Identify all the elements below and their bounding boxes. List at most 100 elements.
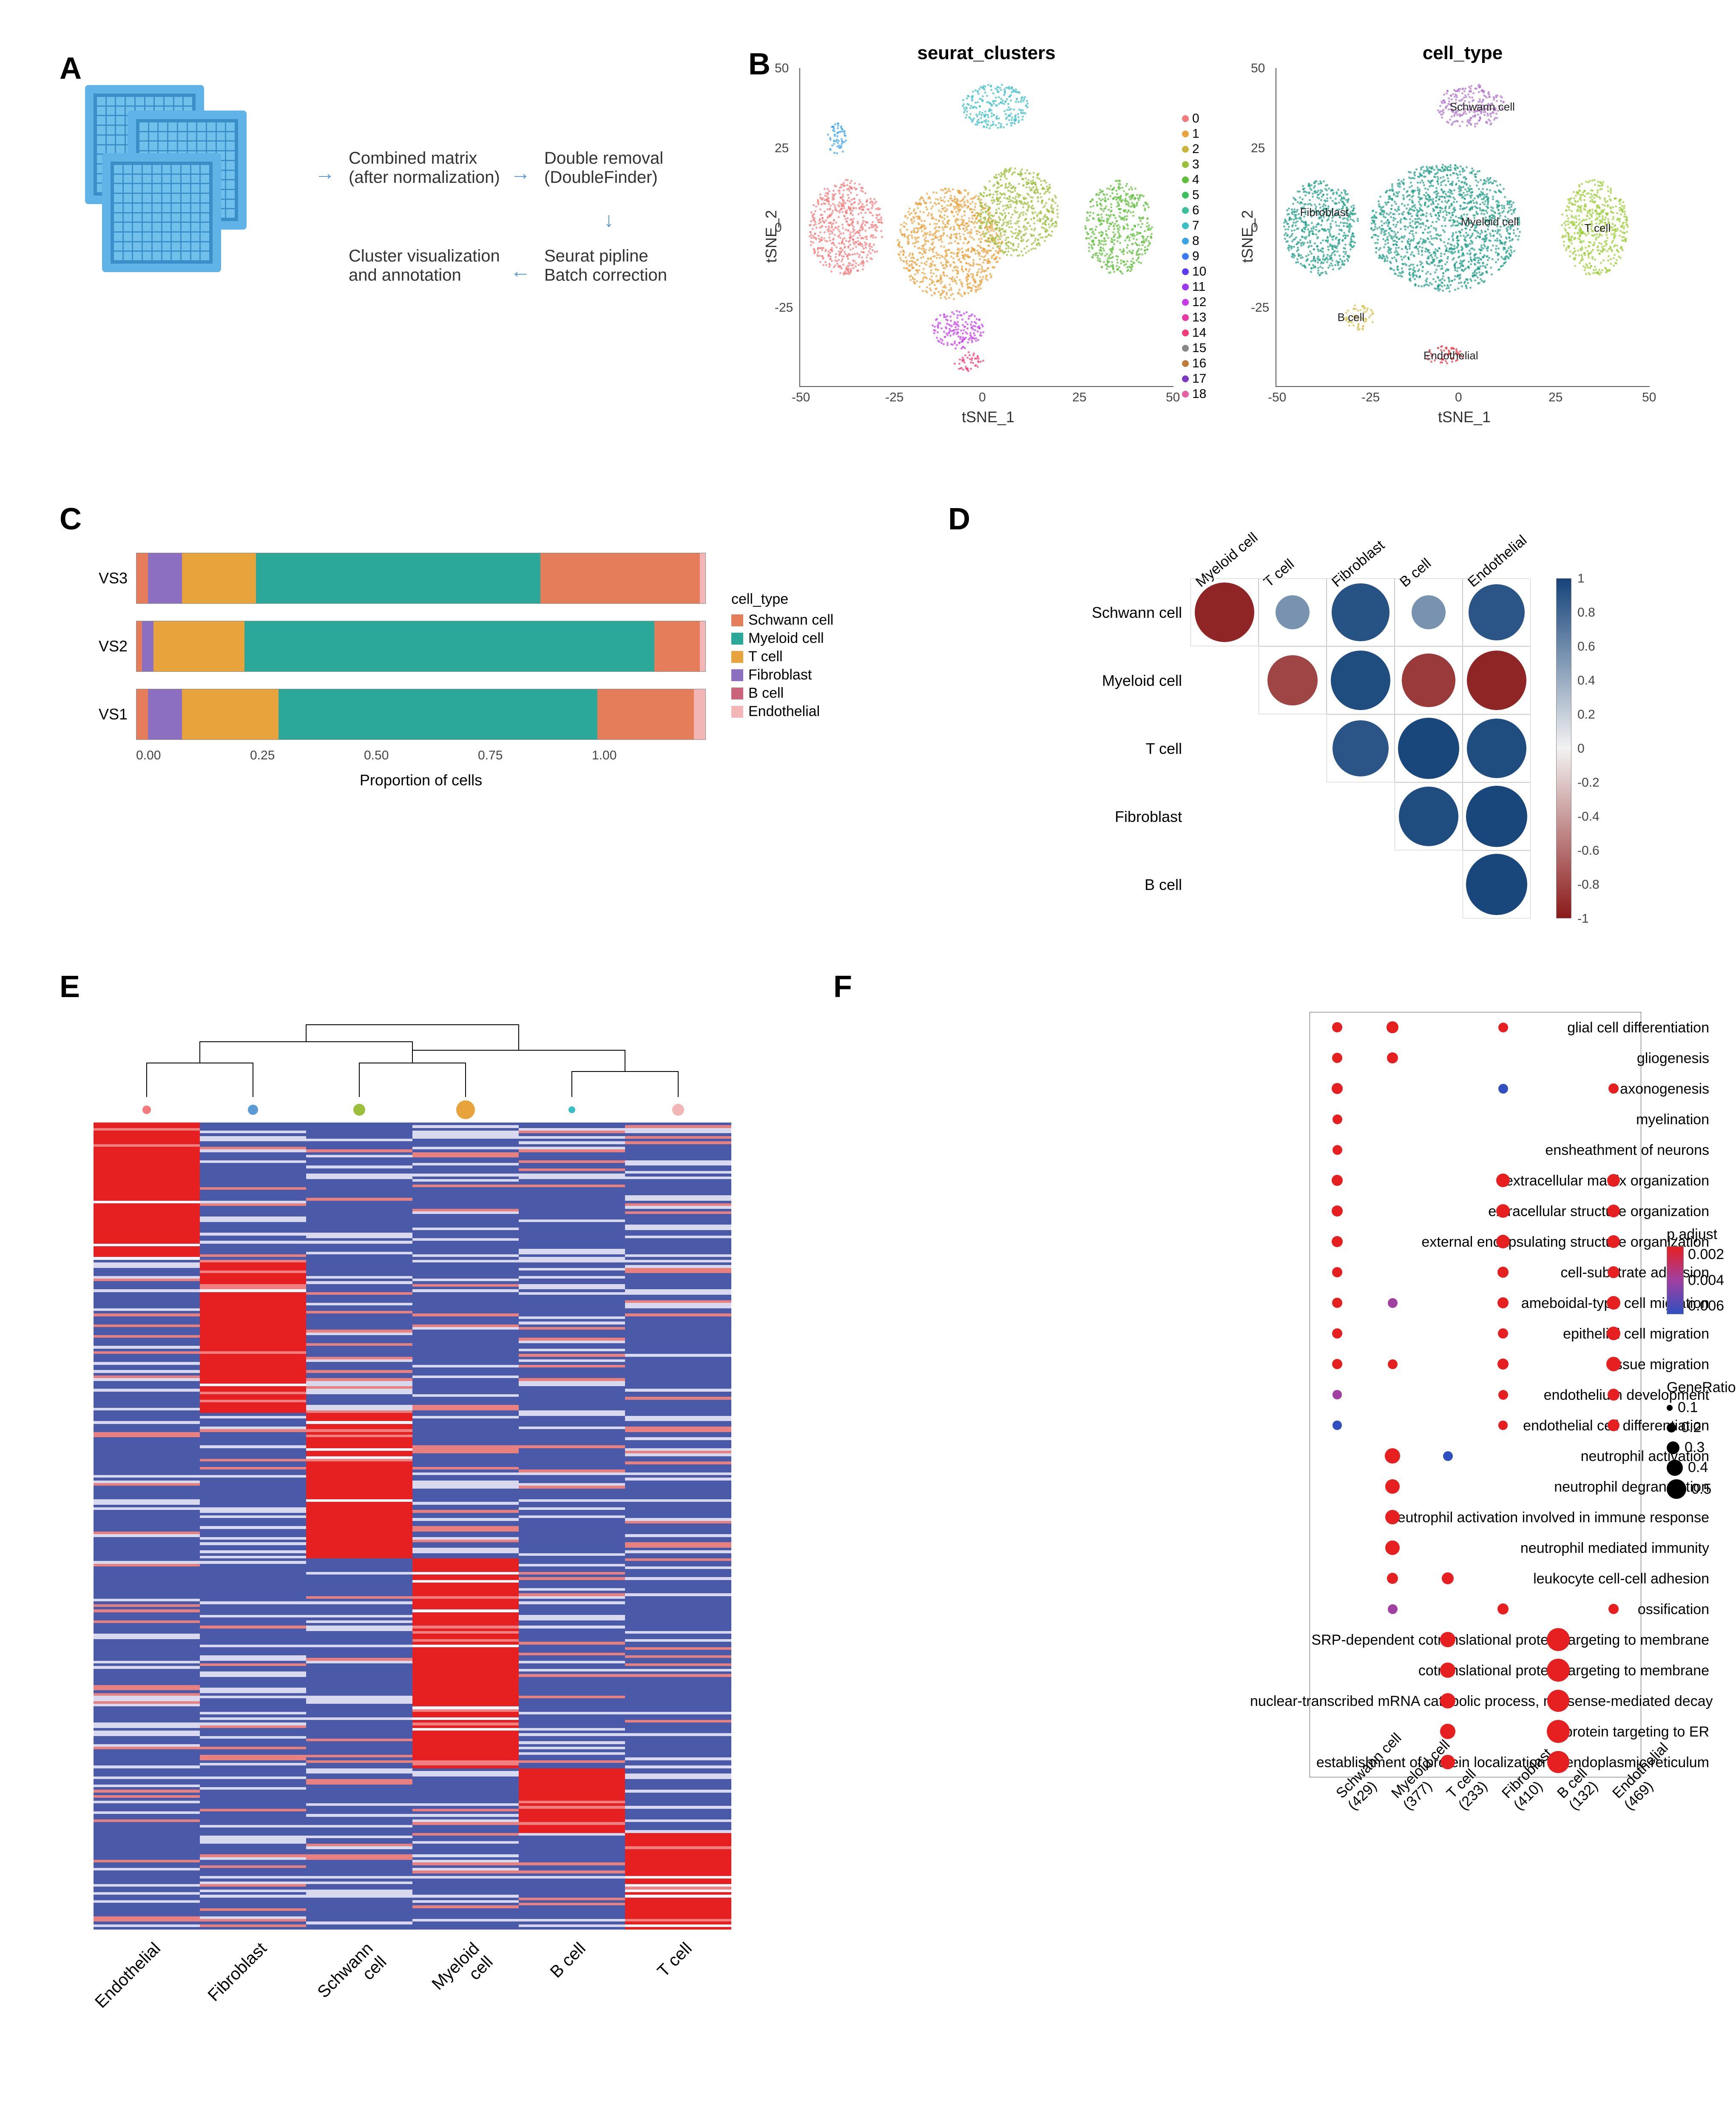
corr-circle-icon [1332,583,1389,641]
heatmap-column [625,1123,731,1930]
cluster-dot-icon [456,1100,475,1119]
corr-cell [1395,578,1463,646]
gradient-bar-icon [1667,1246,1684,1314]
legend-dot-icon [1182,238,1189,244]
dotplot-dot [1387,1021,1398,1033]
legend-item: Fibroblast [731,667,833,683]
corr-cell [1190,714,1259,782]
dotplot-dot [1388,1359,1398,1369]
legend-item: Schwann cell [731,612,833,628]
legend-dot-icon [1182,284,1189,290]
legend-item: 14 [1182,326,1206,340]
corr-cell [1190,782,1259,850]
corr-circle-icon [1267,655,1318,705]
dotplot-row-label: SRP-dependent cotranslational protein ta… [1250,1632,1709,1649]
flow-step-4: Seurat pipline Batch correction [544,247,667,285]
stacked-bar [136,689,706,740]
tsne-scatter-area: -50-2502550-2502550tSNE_1tSNE_2 [799,68,1173,387]
corr-cell [1463,714,1531,782]
corr-cell [1395,714,1463,782]
dotplot-row-label: endothelium development [1250,1387,1709,1404]
heatmap-column [412,1123,519,1930]
legend-item: B cell [731,685,833,702]
figure: A → Combined matrix (after normalization… [0,0,1736,2126]
legend-item: 2 [1182,142,1206,156]
dotplot-dot [1385,1540,1400,1555]
legend-label: T cell [748,648,783,665]
panel-b-label: B [748,47,770,82]
size-legend-label: 0.4 [1688,1459,1708,1476]
dotplot-row-label: neutrophil activation [1250,1448,1709,1465]
size-legend-label: 0.1 [1678,1399,1698,1416]
tsne-xlabel: tSNE_1 [1438,408,1491,426]
legend-item: 8 [1182,234,1206,248]
legend-label: 2 [1192,142,1199,156]
dotplot-row-label: extracellular matrix organization [1250,1173,1709,1189]
heatmap-column [94,1123,200,1930]
dotplot-dot [1547,1720,1570,1743]
sample-label: VS1 [85,705,136,723]
dotplot-dot [1547,1690,1569,1712]
x-tick: 0.50 [364,748,478,763]
dotplot-dot [1498,1023,1508,1032]
dotplot-row-label: external encapsulating structure organiz… [1250,1234,1709,1251]
size-legend-item: 0.2 [1667,1419,1736,1436]
size-legend-item: 0.5 [1667,1479,1736,1499]
legend-label: 8 [1192,234,1199,248]
legend-label: 13 [1192,310,1206,325]
bar-segment [700,553,705,603]
legend-dot-icon [1182,391,1189,398]
bar-segment [148,689,182,739]
dotplot-row-label: tissue migration [1250,1356,1709,1373]
heatmap-column-label: B cell [547,1939,590,1982]
cluster-dot-icon [672,1104,684,1116]
legend-title: p.adjust [1667,1226,1724,1243]
corr-circle-icon [1467,651,1526,710]
corr-circle-icon [1331,651,1390,710]
legend-label: 9 [1192,249,1199,264]
panel-f-label: F [833,969,852,1004]
legend-tick: 0.004 [1688,1272,1724,1289]
tsne-annotation: Fibroblast [1300,206,1349,219]
dotplot-row-label: cotranslational protein targeting to mem… [1250,1663,1709,1679]
tsne-annotation: Myeloid cell [1461,215,1519,228]
corr-cell [1463,850,1531,918]
dotplot-dot [1496,1235,1510,1248]
dotplot-row-label: cell-substrate adhesion [1250,1265,1709,1281]
corr-circle-icon [1469,584,1525,640]
corr-cell [1327,578,1395,646]
corr-circle-icon [1276,595,1310,630]
tsne-annotation: Endothelial [1423,349,1478,362]
heatmap-column-label: Fibroblast [205,1939,271,2005]
legend-dot-icon [1182,314,1189,321]
legend-label: 14 [1192,326,1206,340]
heatmap-column [519,1123,625,1930]
legend-label: 7 [1192,219,1199,233]
arrow-icon: ↓ [604,208,614,232]
heatmap-column-label: Schwann cell [314,1939,391,2015]
dotplot-row-label: axonogenesis [1250,1081,1709,1097]
dotplot-dot [1388,1604,1398,1614]
legend-dot-icon [1182,330,1189,336]
arrow-icon: → [315,162,335,185]
panel-c-legend: cell_typeSchwann cellMyeloid cellT cellF… [731,591,833,722]
corr-row-label: Schwann cell [1071,604,1182,622]
dotplot-row-label: neutrophil mediated immunity [1250,1540,1709,1557]
legend-swatch-icon [731,688,743,699]
legend-dot-icon [1182,253,1189,260]
dotplot-dot [1333,1145,1342,1155]
dotplot-row-label: endothelial cell differentiation [1250,1418,1709,1434]
cluster-dot-icon [142,1106,151,1114]
legend-dot-icon [1182,207,1189,214]
corr-circle-icon [1195,583,1254,642]
dotplot-dot [1547,1751,1569,1773]
chip-icon [102,153,221,272]
dotplot-dot [1440,1663,1455,1678]
x-tick: 1.00 [592,748,706,763]
corr-cell [1395,646,1463,714]
sample-label: VS3 [85,569,136,587]
flow-step-2: Double removal (DoubleFinder) [544,149,663,187]
tsne-annotation: Schwann cell [1450,100,1515,114]
x-tick: 0.75 [478,748,592,763]
corr-cell [1259,850,1327,918]
